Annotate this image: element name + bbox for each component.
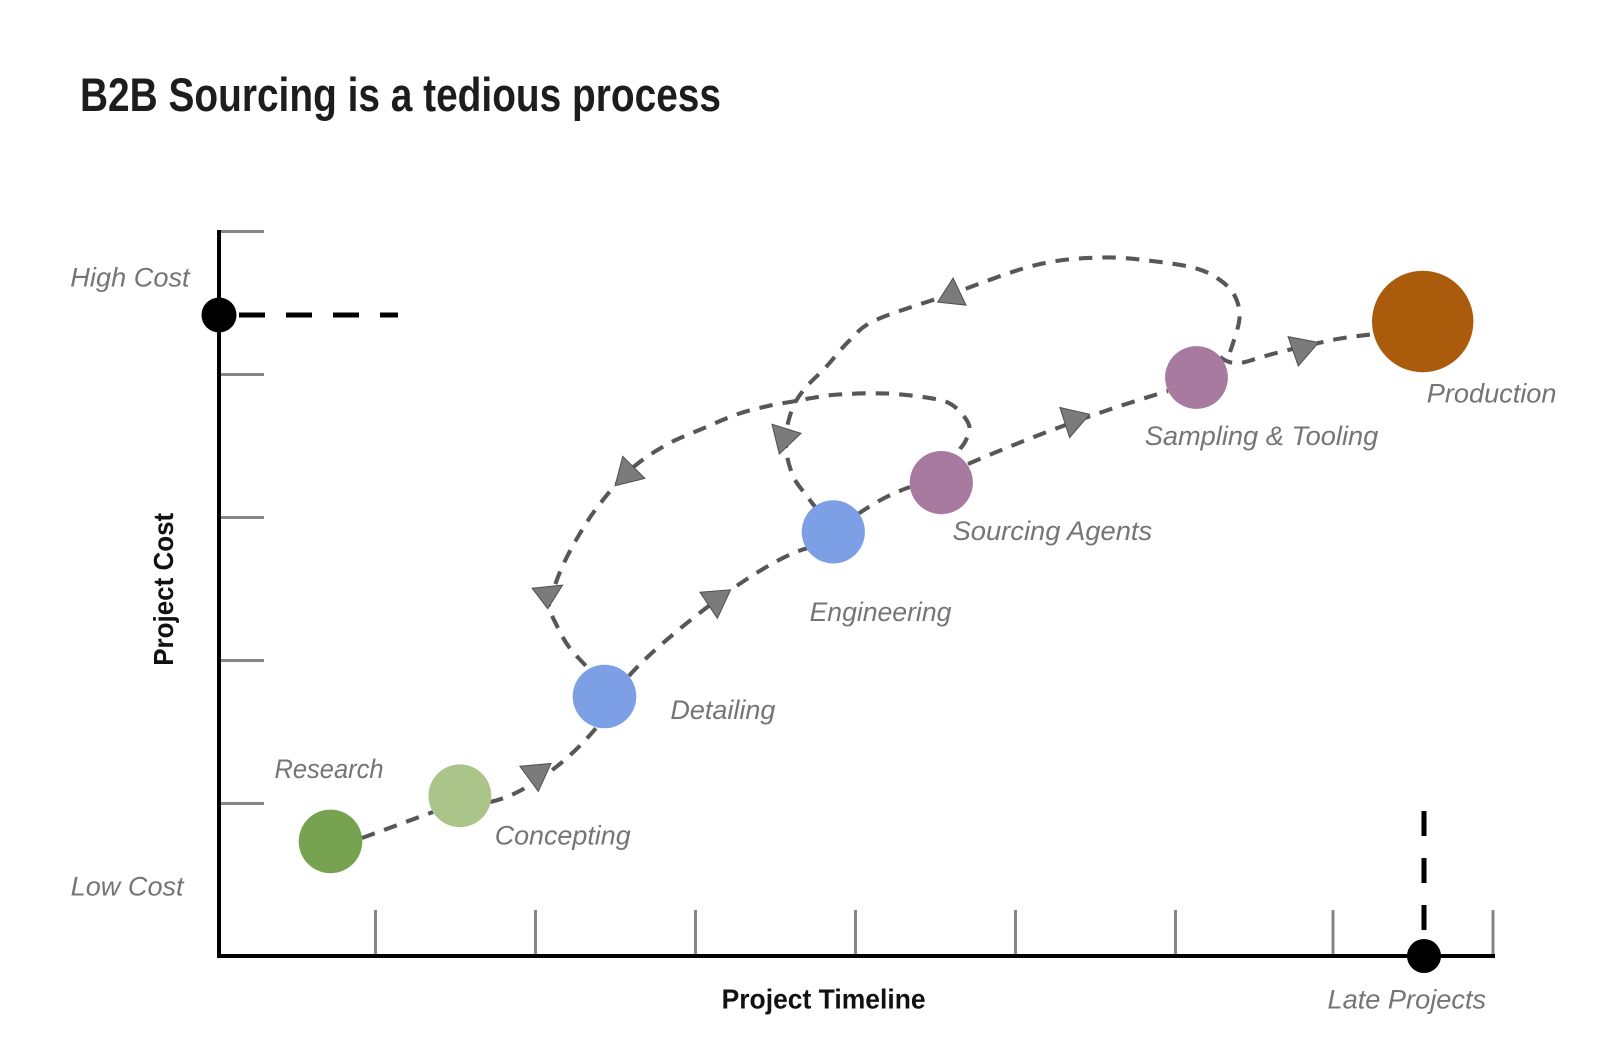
svg-text:Low Cost: Low Cost [71, 871, 185, 901]
svg-text:Concepting: Concepting [495, 821, 631, 851]
svg-text:Project Cost: Project Cost [148, 513, 179, 666]
svg-text:Late Projects: Late Projects [1328, 985, 1487, 1015]
svg-text:B2B Sourcing is a tedious proc: B2B Sourcing is a tedious process [80, 68, 721, 121]
svg-text:High Cost: High Cost [70, 262, 191, 292]
svg-text:Research: Research [275, 754, 384, 784]
svg-text:Detailing: Detailing [670, 695, 775, 725]
svg-text:Project Timeline: Project Timeline [722, 984, 926, 1015]
svg-text:Production: Production [1427, 379, 1557, 409]
svg-text:Sampling & Tooling: Sampling & Tooling [1145, 421, 1379, 451]
svg-text:Engineering: Engineering [810, 597, 952, 627]
svg-text:Sourcing Agents: Sourcing Agents [953, 516, 1153, 546]
